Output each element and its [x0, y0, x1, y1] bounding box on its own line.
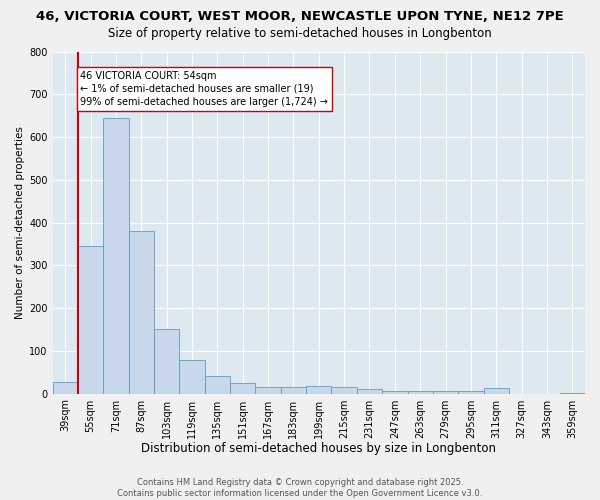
Bar: [154, 328, 179, 394]
Bar: [205, 376, 230, 394]
Bar: [306, 386, 331, 394]
Bar: [382, 391, 407, 394]
Bar: [407, 391, 433, 394]
Bar: [103, 118, 128, 394]
Text: 46, VICTORIA COURT, WEST MOOR, NEWCASTLE UPON TYNE, NE12 7PE: 46, VICTORIA COURT, WEST MOOR, NEWCASTLE…: [36, 10, 564, 23]
Bar: [128, 231, 154, 394]
Bar: [230, 383, 256, 394]
Bar: [256, 387, 281, 394]
Bar: [560, 392, 585, 394]
Text: 46 VICTORIA COURT: 54sqm
← 1% of semi-detached houses are smaller (19)
99% of se: 46 VICTORIA COURT: 54sqm ← 1% of semi-de…: [80, 70, 328, 107]
Bar: [331, 387, 357, 394]
Text: Size of property relative to semi-detached houses in Longbenton: Size of property relative to semi-detach…: [108, 28, 492, 40]
Bar: [281, 387, 306, 394]
X-axis label: Distribution of semi-detached houses by size in Longbenton: Distribution of semi-detached houses by …: [141, 442, 496, 455]
Y-axis label: Number of semi-detached properties: Number of semi-detached properties: [15, 126, 25, 319]
Bar: [179, 360, 205, 394]
Text: Contains HM Land Registry data © Crown copyright and database right 2025.
Contai: Contains HM Land Registry data © Crown c…: [118, 478, 482, 498]
Bar: [484, 388, 509, 394]
Bar: [78, 246, 103, 394]
Bar: [458, 391, 484, 394]
Bar: [357, 390, 382, 394]
Bar: [53, 382, 78, 394]
Bar: [433, 391, 458, 394]
